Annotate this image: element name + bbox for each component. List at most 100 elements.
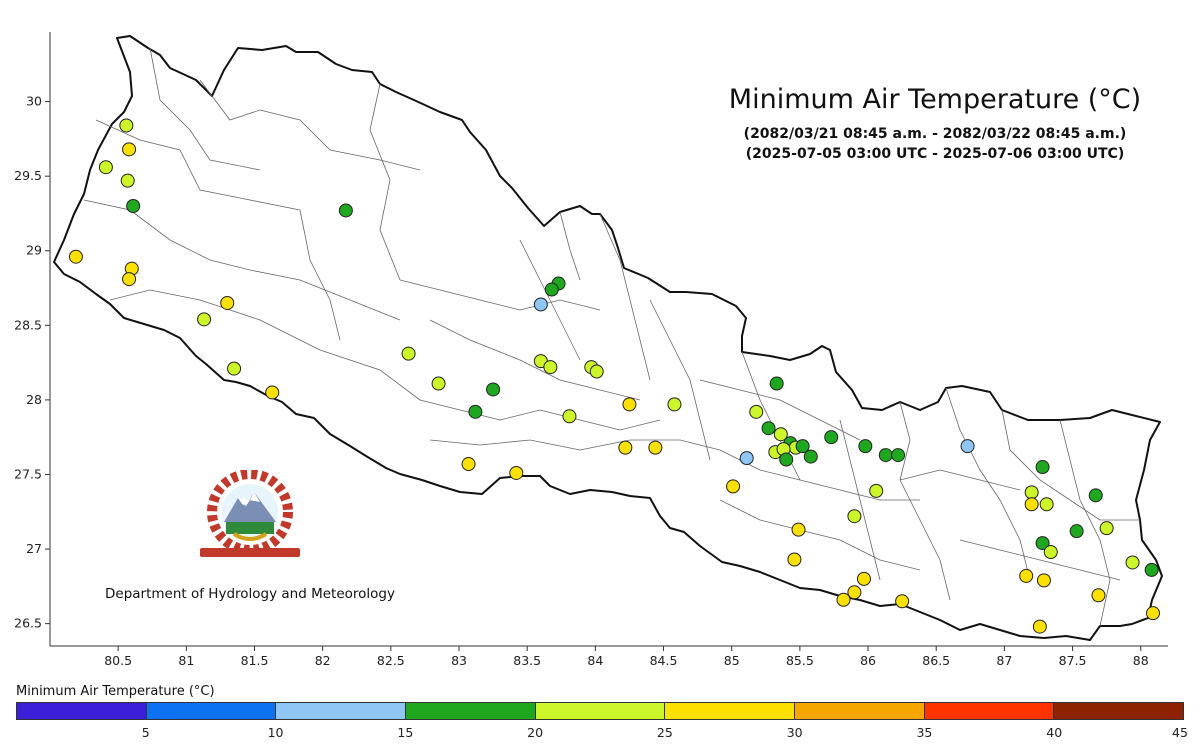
- x-tick-label: 85: [724, 653, 740, 668]
- station-marker: [618, 440, 633, 455]
- map-title: Minimum Air Temperature (°C): [728, 84, 1142, 115]
- station-marker: [1125, 555, 1140, 570]
- x-tick-label: 84: [587, 653, 603, 668]
- station-marker: [878, 448, 893, 463]
- color-scale-label: 35: [916, 725, 933, 740]
- subtitle-local-time: (2082/03/21 08:45 a.m. - 2082/03/22 08:4…: [743, 126, 1127, 142]
- station-marker: [1024, 485, 1039, 500]
- station-marker: [1043, 545, 1058, 560]
- legend-title: Minimum Air Temperature (°C): [16, 684, 215, 699]
- color-scale-segment: [795, 703, 925, 719]
- station-marker: [119, 118, 134, 133]
- color-scale-segment: [406, 703, 536, 719]
- station-marker: [836, 592, 851, 607]
- station-marker: [824, 430, 839, 445]
- x-tick-label: 82: [315, 653, 331, 668]
- color-scale-bar: [16, 702, 1184, 720]
- station-marker: [197, 312, 212, 327]
- axis-ticks: 80.5 81 81.5 82 82.5 83 83.5 84 84.5 85 85.5 86 86.5…: [14, 94, 1149, 668]
- station-marker: [562, 409, 577, 424]
- subtitle-utc-time: (2025-07-05 03:00 UTC - 2025-07-06 03:00…: [745, 146, 1125, 162]
- station-marker: [622, 397, 637, 412]
- color-scale-segment: [1054, 703, 1184, 719]
- station-marker: [1039, 497, 1054, 512]
- station-marker: [486, 382, 501, 397]
- station-marker: [960, 439, 975, 454]
- y-tick-label: 30: [26, 94, 42, 109]
- x-tick-label: 88: [1133, 653, 1149, 668]
- station-marker: [401, 346, 416, 361]
- y-tick-label: 27.5: [14, 466, 42, 481]
- station-marker: [338, 203, 353, 218]
- station-marker: [1035, 460, 1050, 475]
- y-tick-label: 29: [26, 243, 42, 258]
- x-tick-label: 85.5: [786, 653, 814, 668]
- color-scale-segment: [665, 703, 796, 719]
- station-marker: [1146, 606, 1161, 621]
- station-marker: [1036, 573, 1051, 588]
- station-marker: [68, 249, 83, 264]
- station-marker: [1019, 568, 1034, 583]
- station-marker: [126, 199, 141, 213]
- x-tick-label: 87.5: [1059, 653, 1087, 668]
- station-marker: [856, 571, 871, 586]
- color-scale-segment: [276, 703, 407, 719]
- color-scale-label: 20: [527, 725, 544, 740]
- x-tick-label: 83: [451, 653, 467, 668]
- color-scale-label: 5: [141, 725, 150, 740]
- station-marker: [533, 297, 548, 312]
- station-marker: [869, 483, 884, 498]
- color-scale-segment: [535, 703, 666, 719]
- organization-name: Department of Hydrology and Meteorology: [105, 586, 395, 602]
- station-marker: [1035, 536, 1050, 551]
- station-marker: [891, 448, 906, 463]
- station-marker: [589, 364, 604, 379]
- station-marker: [773, 427, 788, 442]
- station-marker: [791, 522, 806, 537]
- station-marker: [122, 142, 137, 157]
- color-scale-label: 40: [1046, 725, 1063, 740]
- x-tick-label: 83.5: [513, 653, 541, 668]
- station-marker: [739, 451, 754, 466]
- station-marker: [1032, 619, 1047, 634]
- station-marker: [220, 295, 235, 310]
- station-marker: [1069, 524, 1084, 539]
- y-tick-label: 26.5: [14, 616, 42, 631]
- station-marker: [1099, 521, 1114, 536]
- station-marker: [761, 421, 776, 436]
- station-marker: [468, 404, 483, 419]
- color-scale-label: 45: [1172, 725, 1188, 740]
- color-scale-label: 15: [397, 725, 414, 740]
- district-boundaries: [83, 47, 1140, 627]
- station-marker: [726, 479, 741, 494]
- station-marker: [667, 397, 682, 412]
- station-marker: [858, 439, 873, 454]
- color-scale-segment: [146, 703, 277, 719]
- x-tick-label: 87: [996, 653, 1012, 668]
- station-marker: [895, 594, 910, 609]
- x-tick-label: 80.5: [104, 653, 132, 668]
- station-marker: [120, 173, 135, 188]
- station-marker: [227, 361, 242, 376]
- color-scale-segment: [17, 703, 147, 719]
- station-marker: [1091, 588, 1106, 603]
- government-emblem: [200, 470, 300, 557]
- station-marker: [847, 585, 862, 600]
- station-marker: [787, 552, 802, 567]
- station-marker: [795, 439, 810, 454]
- station-marker: [98, 160, 113, 175]
- station-marker: [122, 272, 137, 287]
- station-marker: [431, 376, 446, 391]
- station-marker: [1024, 497, 1039, 512]
- y-tick-label: 28.5: [14, 317, 42, 332]
- station-marker: [749, 404, 764, 419]
- station-marker: [803, 449, 818, 464]
- y-tick-label: 28: [26, 392, 42, 407]
- x-tick-label: 86: [860, 653, 876, 668]
- x-tick-label: 81.5: [241, 653, 269, 668]
- map-figure: 80.5 81 81.5 82 82.5 83 83.5 84 84.5 85 85.5 86 86.5…: [14, 32, 1168, 668]
- station-marker: [509, 465, 524, 480]
- station-marker: [461, 457, 476, 472]
- x-tick-label: 81: [178, 653, 194, 668]
- station-marker: [265, 385, 280, 400]
